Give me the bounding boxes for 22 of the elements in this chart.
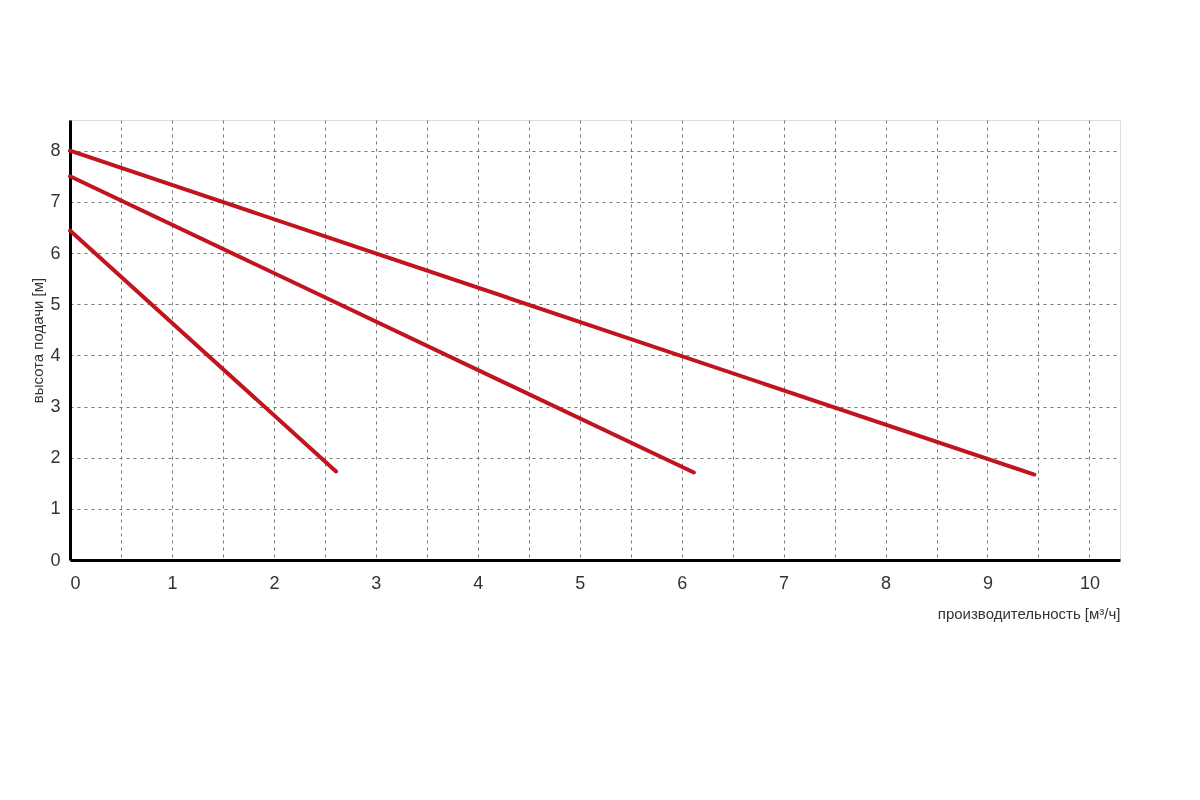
x-tick-label: 0 xyxy=(70,572,81,593)
x-tick-label: 4 xyxy=(473,572,484,593)
y-tick-label: 1 xyxy=(50,498,61,519)
x-tick-label: 1 xyxy=(167,572,178,593)
y-tick-label: 6 xyxy=(50,242,61,263)
y-tick-label: 8 xyxy=(50,140,61,161)
y-tick-label: 7 xyxy=(50,191,61,212)
y-tick-label: 2 xyxy=(50,447,61,468)
y-axis-title: высота подачи [м] xyxy=(29,277,47,404)
x-tick-label: 6 xyxy=(677,572,688,593)
x-tick-label: 2 xyxy=(269,572,280,593)
x-tick-label: 7 xyxy=(779,572,790,593)
x-tick-label: 5 xyxy=(575,572,586,593)
x-tick-label: 10 xyxy=(1079,572,1100,593)
x-tick-label: 9 xyxy=(982,572,993,593)
x-axis-title: производительность [м³/ч] xyxy=(937,604,1121,622)
y-tick-label: 3 xyxy=(50,396,61,417)
y-tick-label: 4 xyxy=(50,344,61,365)
x-tick-label: 8 xyxy=(881,572,892,593)
y-tick-label: 0 xyxy=(50,549,61,570)
x-tick-label: 3 xyxy=(371,572,382,593)
y-tick-label: 5 xyxy=(50,293,61,314)
